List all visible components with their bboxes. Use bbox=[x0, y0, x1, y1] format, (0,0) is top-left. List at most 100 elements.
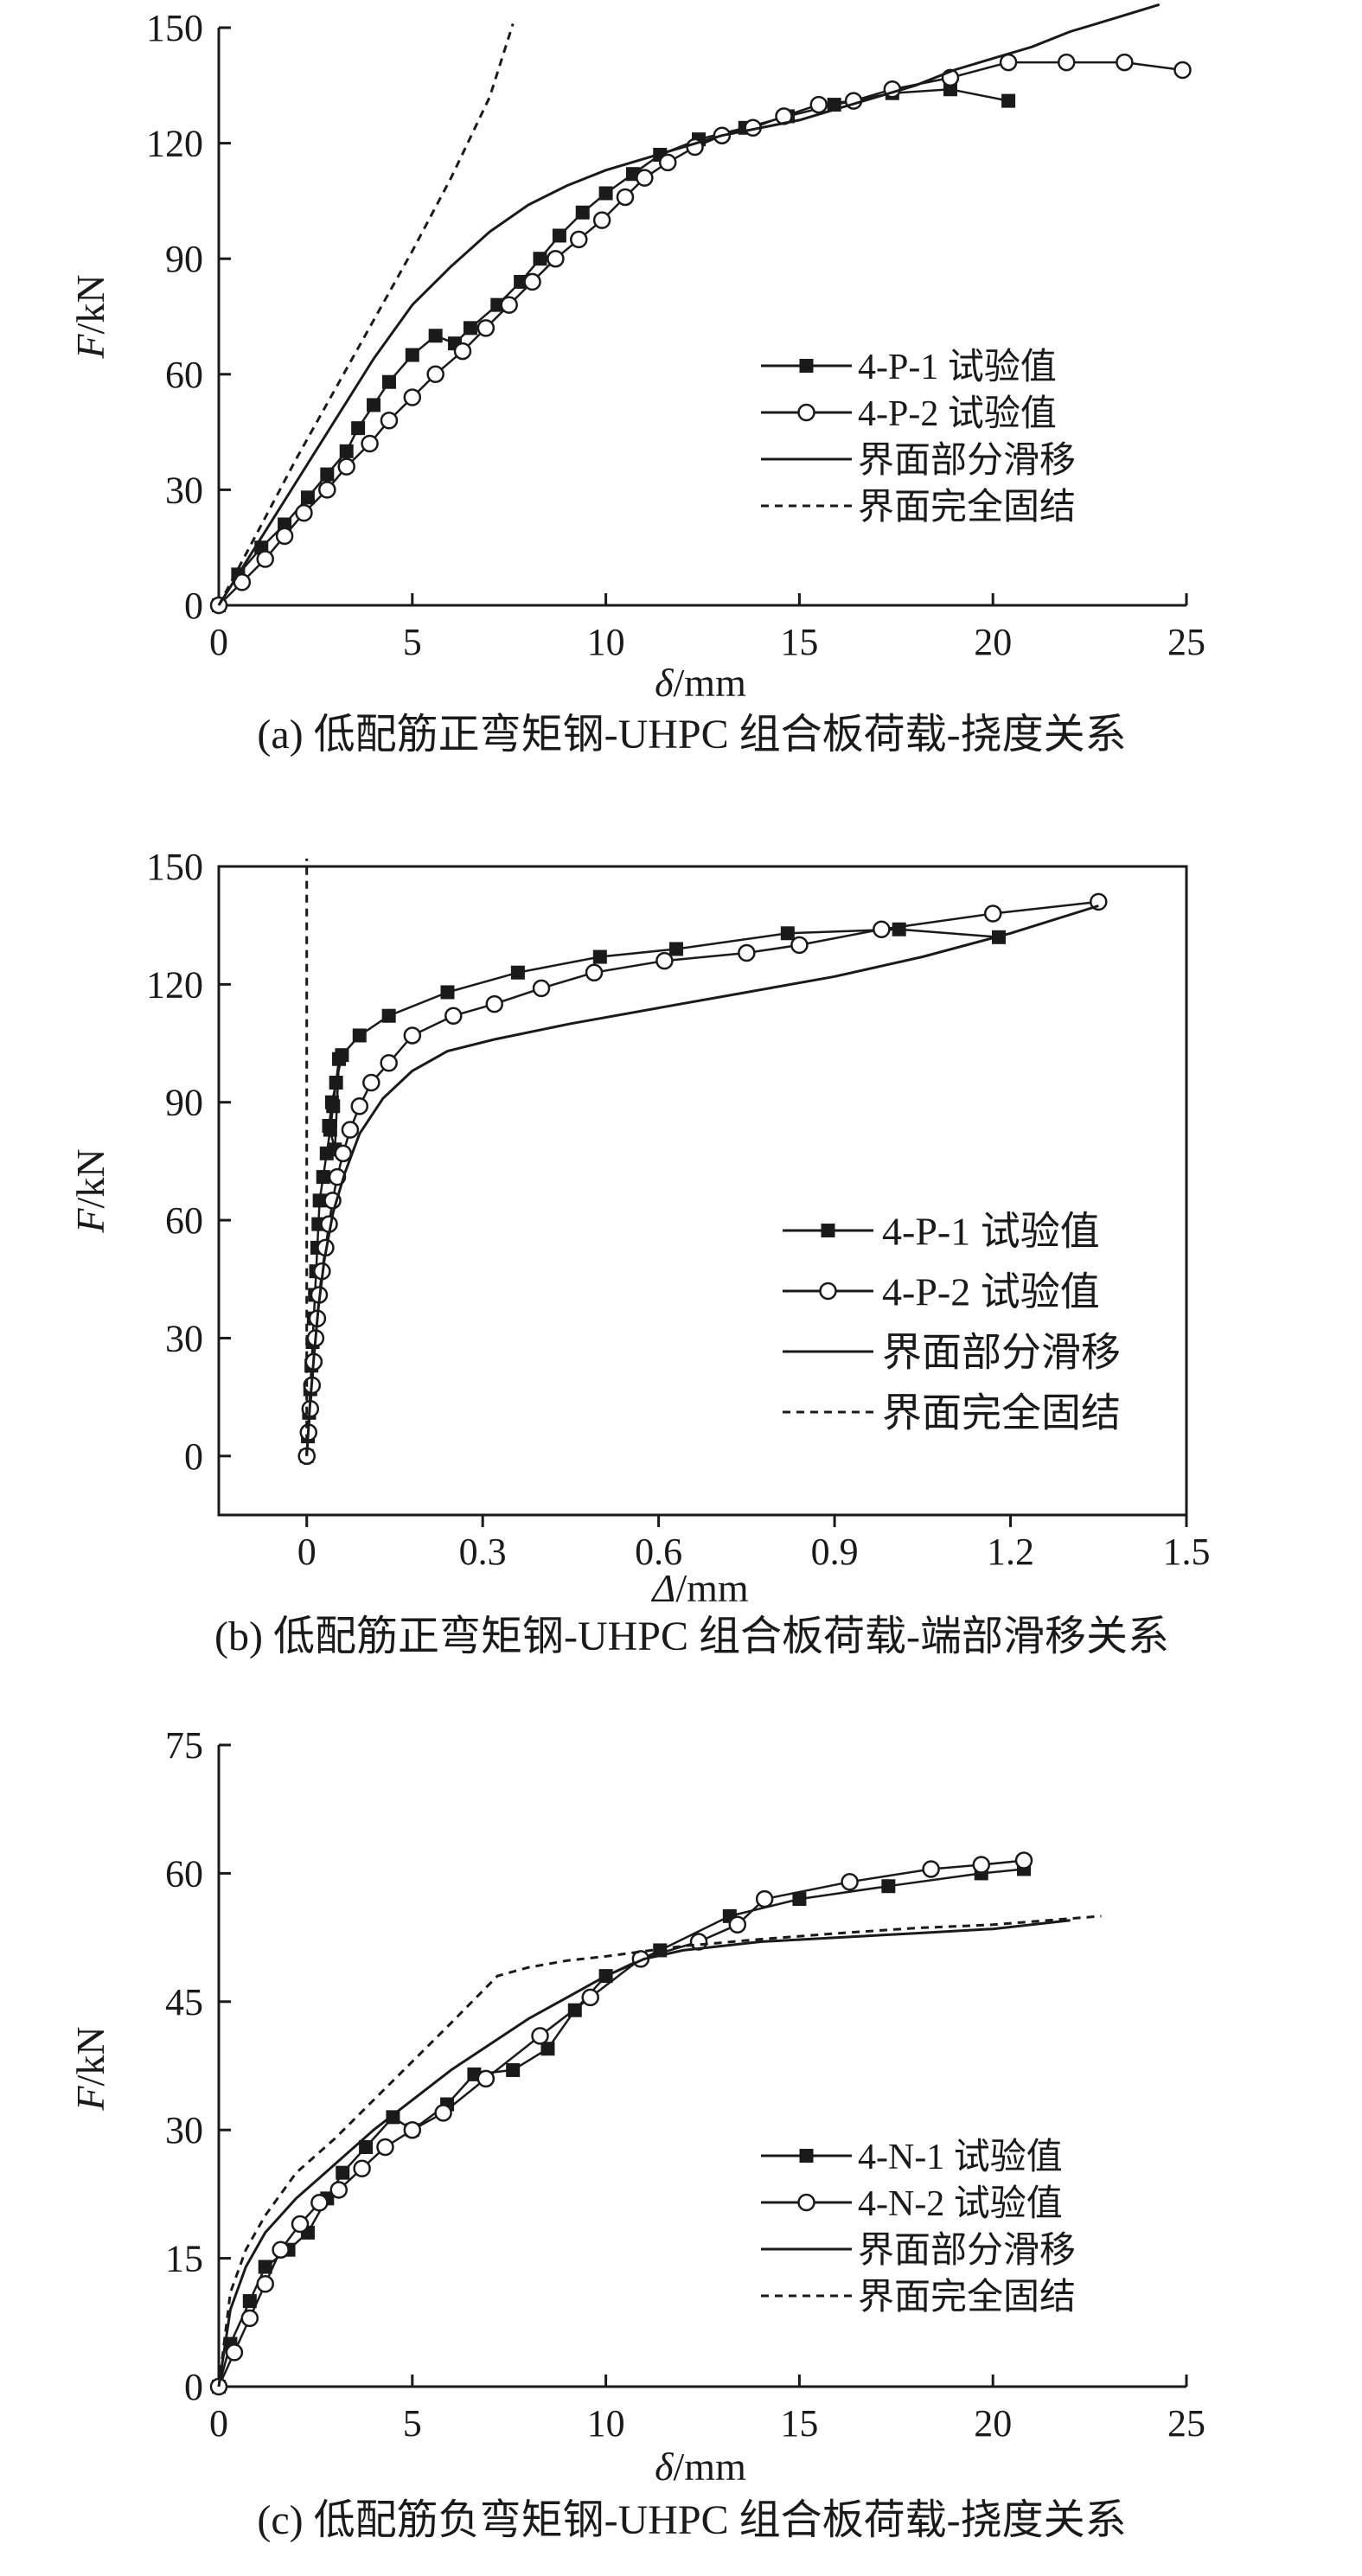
data-point bbox=[359, 2139, 374, 2154]
legend-marker bbox=[797, 403, 815, 422]
legend-marker bbox=[797, 2193, 815, 2212]
data-point bbox=[780, 926, 795, 941]
series-1 bbox=[299, 922, 1006, 1463]
data-point bbox=[476, 319, 496, 337]
y-tick-label: 60 bbox=[165, 1852, 203, 1895]
series-3 bbox=[217, 1919, 1071, 2387]
x-tick-label: 15 bbox=[780, 621, 818, 663]
data-point bbox=[275, 527, 294, 546]
data-point bbox=[405, 348, 419, 362]
data-point bbox=[453, 342, 472, 361]
legend-label: 界面部分滑移 bbox=[858, 2231, 1076, 2271]
data-point bbox=[320, 467, 335, 482]
x-tick-label: 20 bbox=[974, 2402, 1012, 2445]
data-point bbox=[655, 951, 674, 970]
legend-label: 4-N-1 试验值 bbox=[858, 2137, 1063, 2177]
data-point bbox=[434, 2104, 452, 2122]
y-tick-label: 150 bbox=[146, 846, 203, 888]
data-point bbox=[523, 272, 541, 291]
plot-frame bbox=[217, 865, 1188, 1517]
series-line bbox=[217, 23, 515, 606]
data-point bbox=[547, 249, 565, 268]
data-point bbox=[463, 321, 477, 336]
data-point bbox=[310, 2194, 329, 2212]
series-2 bbox=[209, 1851, 1033, 2396]
y-tick-label: 0 bbox=[184, 1435, 203, 1478]
series-line bbox=[217, 3, 1161, 606]
data-point bbox=[380, 1054, 398, 1072]
x-axis-label: Δ/mm bbox=[650, 1566, 749, 1610]
data-point bbox=[476, 2069, 496, 2088]
data-point bbox=[983, 904, 1002, 923]
data-point bbox=[361, 434, 379, 453]
data-point bbox=[336, 2165, 350, 2180]
data-point bbox=[225, 2343, 244, 2362]
figure-caption: (b) 低配筋正弯矩钢-UHPC 组合板荷载-端部滑移关系 bbox=[214, 1614, 1169, 1659]
data-point bbox=[972, 1856, 991, 1874]
legend-marker bbox=[821, 1224, 835, 1237]
data-point bbox=[367, 398, 381, 412]
x-tick-label: 1.5 bbox=[1163, 1531, 1211, 1573]
y-tick-label: 30 bbox=[165, 1317, 203, 1359]
data-point bbox=[616, 188, 635, 207]
data-point bbox=[403, 388, 422, 406]
data-point bbox=[329, 1076, 343, 1090]
data-point bbox=[881, 1879, 896, 1894]
data-point bbox=[1014, 1851, 1033, 1870]
data-point bbox=[403, 1026, 422, 1045]
legend-label: 4-N-2 试验值 bbox=[858, 2183, 1063, 2224]
x-tick-label: 20 bbox=[974, 621, 1012, 663]
data-point bbox=[1116, 53, 1134, 72]
data-point bbox=[376, 2138, 394, 2157]
data-point bbox=[444, 1007, 463, 1025]
data-point bbox=[1001, 93, 1016, 108]
legend-label: 4-P-1 试验值 bbox=[882, 1210, 1100, 1254]
chart-a: 0 5 10 15 20 25 0 30 60 90 120 150 δ/mm F/kN 4-P-1 试验值… bbox=[68, 3, 1205, 757]
legend-label: 界面部分滑移 bbox=[882, 1331, 1121, 1375]
data-point bbox=[809, 95, 828, 114]
data-point bbox=[922, 1860, 940, 1878]
y-tick-label: 90 bbox=[165, 238, 203, 280]
data-point bbox=[755, 1889, 774, 1908]
y-tick-label: 30 bbox=[165, 469, 203, 511]
series-3 bbox=[217, 3, 1161, 606]
x-tick-label: 10 bbox=[587, 621, 625, 663]
data-point bbox=[532, 979, 551, 998]
data-point bbox=[352, 1028, 367, 1043]
data-point bbox=[334, 1144, 353, 1163]
series-4 bbox=[217, 23, 515, 606]
y-tick-label: 120 bbox=[146, 963, 203, 1006]
x-tick-label: 10 bbox=[587, 2402, 625, 2445]
x-tick-label: 0 bbox=[209, 621, 228, 663]
series-line bbox=[217, 1919, 1071, 2387]
data-point bbox=[1057, 53, 1076, 72]
data-point bbox=[256, 550, 274, 568]
series-3 bbox=[305, 904, 1099, 1456]
data-point bbox=[790, 936, 809, 955]
x-tick-label: 0.6 bbox=[635, 1531, 682, 1573]
series-4 bbox=[217, 1914, 1102, 2387]
data-point bbox=[312, 1193, 327, 1208]
legend-label: 4-P-1 试验值 bbox=[858, 347, 1057, 387]
data-point bbox=[426, 365, 444, 384]
data-point bbox=[341, 1121, 360, 1139]
y-tick-label: 0 bbox=[184, 2366, 203, 2408]
data-point bbox=[636, 169, 654, 187]
data-point bbox=[403, 2120, 422, 2139]
data-point bbox=[351, 421, 366, 436]
y-axis-label: F/kN bbox=[68, 1148, 112, 1233]
y-tick-label: 75 bbox=[165, 1724, 203, 1767]
x-tick-label: 25 bbox=[1167, 621, 1205, 663]
data-point bbox=[570, 230, 588, 249]
data-point bbox=[258, 2260, 272, 2274]
x-tick-label: 5 bbox=[403, 2402, 422, 2445]
data-point bbox=[337, 457, 355, 476]
figure-caption: (a) 低配筋正弯矩钢-UHPC 组合板荷载-挠度关系 bbox=[257, 712, 1126, 757]
data-point bbox=[339, 444, 354, 458]
data-point bbox=[510, 965, 525, 980]
legend-label: 界面完全固结 bbox=[858, 487, 1076, 527]
data-point bbox=[353, 2159, 371, 2177]
chart-b: 0 0.3 0.6 0.9 1.2 1.5 0 30 60 90 120 150 Δ/mm F/kN 4-P… bbox=[68, 846, 1211, 1659]
data-point bbox=[585, 963, 604, 981]
